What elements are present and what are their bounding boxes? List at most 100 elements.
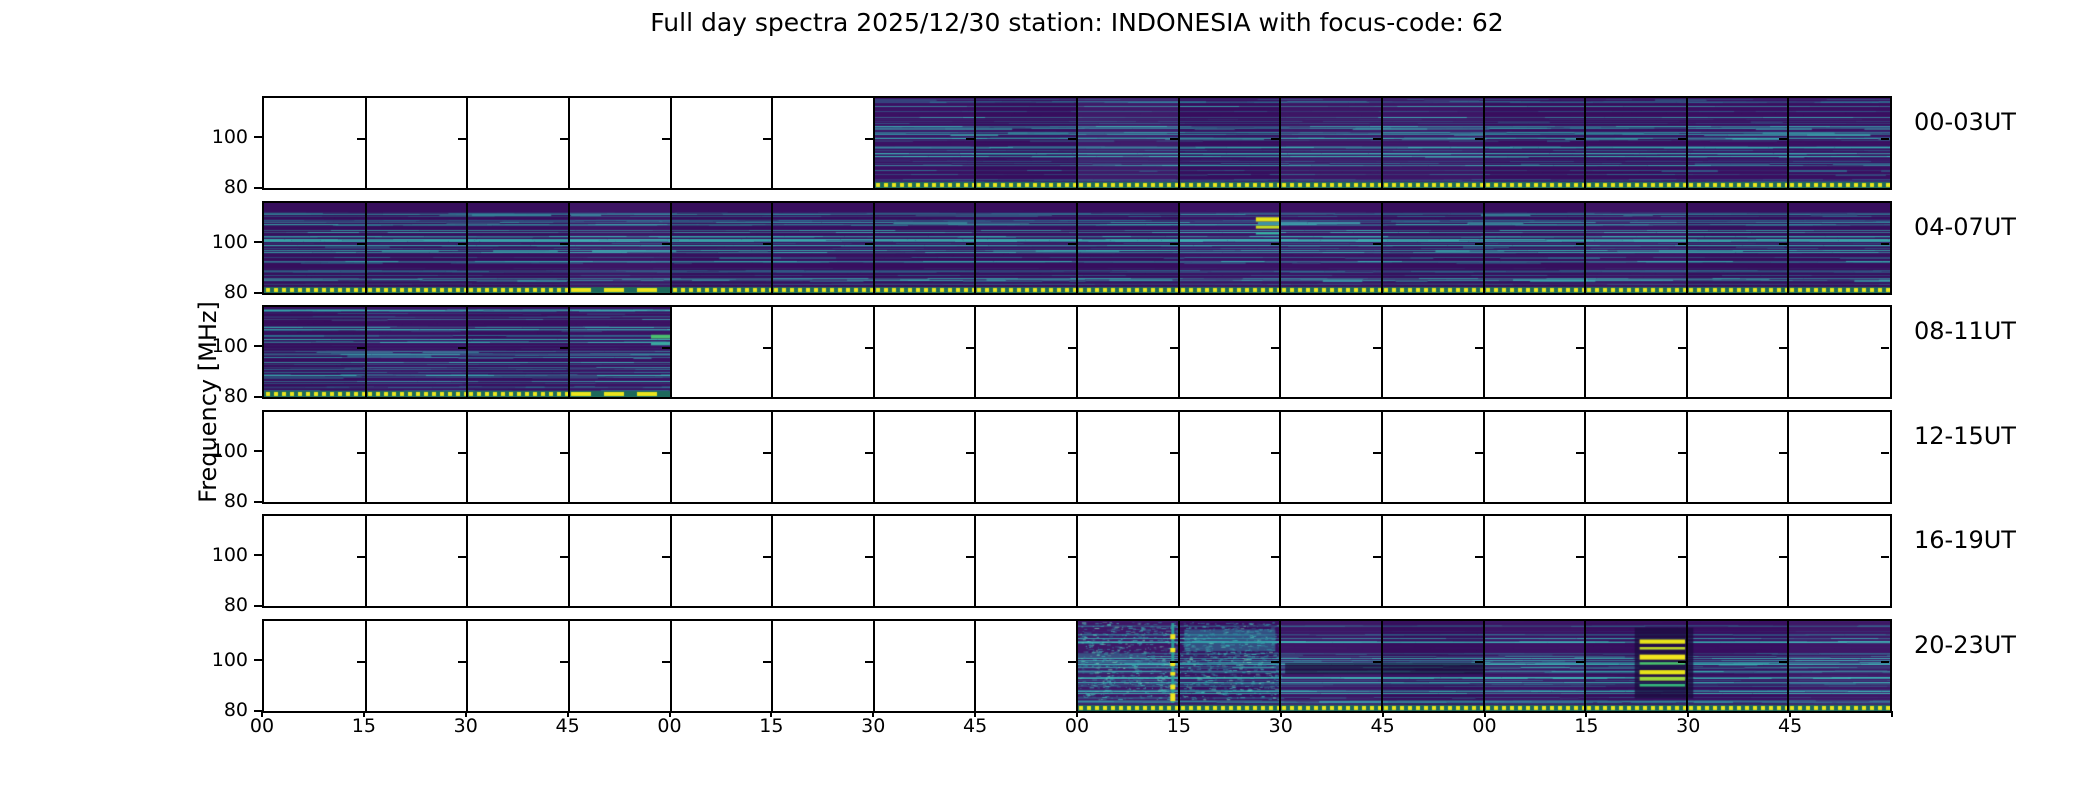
y100-tick-mark [1677,138,1686,140]
y100-tick-mark [1372,556,1381,558]
segment-divider [974,620,977,711]
y100-tick-mark [966,347,975,349]
y100-tick-mark [966,242,975,245]
y100-tick-mark [661,242,670,245]
segment-divider [1685,202,1688,293]
segment-divider [974,98,977,188]
y100-tick-mark [864,242,873,245]
y100-tick-mark [1068,451,1076,454]
y100-tick-mark [661,451,670,454]
y100-tick-mark [1677,451,1686,454]
y100-tick-mark [356,242,365,245]
y-axis-tick-mark [254,554,262,557]
segment-divider [1076,307,1078,397]
x-tick-label: 30 [1676,715,1701,737]
segment-divider [1787,307,1790,397]
segment-divider [1380,307,1383,397]
segment-divider [567,620,570,711]
y-tick-label-100: 100 [211,335,248,358]
y-tick-label-80: 80 [223,594,248,616]
segment-divider [567,411,570,502]
segment-divider [872,411,875,502]
segment-divider [1380,411,1383,502]
row-label-08-11ut: 08-11UT [1914,317,2016,345]
segment-divider [771,98,774,188]
x-tick-mark [566,711,569,717]
y-tick-label-100: 100 [211,230,248,253]
segment-divider [1787,411,1790,502]
spectra-row-08-11ut [254,305,1892,399]
row-label-00-03ut: 00-03UT [1914,108,2016,136]
segment-divider [1584,516,1587,606]
segment-divider [567,307,570,397]
segment-divider [669,411,672,502]
segment-divider [1076,620,1078,711]
x-tick-label: 15 [1166,715,1191,737]
row-label-16-19ut: 16-19UT [1914,526,2016,554]
segment-divider [1685,516,1688,606]
y100-tick-mark [559,347,568,349]
y-axis-tick-mark [254,136,262,139]
y-axis-tick-mark [254,709,262,712]
x-tick-mark [1279,711,1282,717]
y100-tick-mark [1881,138,1889,140]
y100-tick-mark [458,347,467,349]
spectra-row-00-03ut [254,96,1892,190]
segment-divider [1787,98,1790,188]
y100-tick-mark [763,556,772,558]
segment-divider [872,307,875,397]
x-tick-mark [1891,711,1893,717]
segment-divider [771,202,774,293]
y100-tick-mark [1677,242,1686,245]
x-tick-label: 15 [351,715,376,737]
x-tick-mark [464,711,467,717]
y100-tick-mark [1372,138,1381,140]
y100-tick-mark [864,347,873,349]
y100-tick-mark [763,347,772,349]
y100-tick-mark [1881,347,1889,349]
y100-tick-mark [661,138,670,140]
y-tick-label-80: 80 [223,489,248,512]
segment-divider [1584,98,1587,188]
segment-divider [1482,620,1485,711]
segment-divider [1380,516,1383,606]
y100-tick-mark [458,556,467,558]
y100-tick-mark [559,451,568,454]
y100-tick-mark [1779,242,1788,245]
y100-tick-mark [1677,660,1686,663]
y100-tick-mark [1474,138,1483,140]
y100-tick-mark [1372,451,1381,454]
segment-divider [1685,98,1688,188]
y100-tick-mark [1068,242,1076,245]
y100-tick-mark [1779,347,1788,349]
segment-divider [771,620,774,711]
segment-divider [1177,307,1180,397]
x-tick-label: 45 [963,715,988,737]
y100-tick-mark [1474,556,1483,558]
x-tick-label: 45 [1778,715,1803,737]
y-tick-label-100: 100 [211,544,248,567]
y100-tick-mark [1271,451,1280,454]
segment-divider [872,202,875,293]
y-tick-label-100: 100 [211,439,248,462]
segment-divider [1076,411,1078,502]
x-tick-mark [261,711,263,717]
segment-divider [466,202,469,293]
y100-tick-mark [356,347,365,349]
y100-tick-mark [1068,138,1076,140]
y-axis-tick-mark [254,345,262,348]
y100-tick-mark [1169,242,1178,245]
segment-divider [1482,307,1485,397]
y100-tick-mark [458,451,467,454]
y100-tick-mark [1068,347,1076,349]
y100-tick-mark [356,138,365,140]
y100-tick-mark [1881,660,1889,663]
y100-tick-mark [356,451,365,454]
spectra-row-12-15ut [254,409,1892,504]
segment-divider [669,202,672,293]
segment-divider [669,620,672,711]
y100-tick-mark [1169,556,1178,558]
y100-tick-mark [661,556,670,558]
y100-tick-mark [1271,138,1280,140]
y100-tick-mark [661,660,670,663]
